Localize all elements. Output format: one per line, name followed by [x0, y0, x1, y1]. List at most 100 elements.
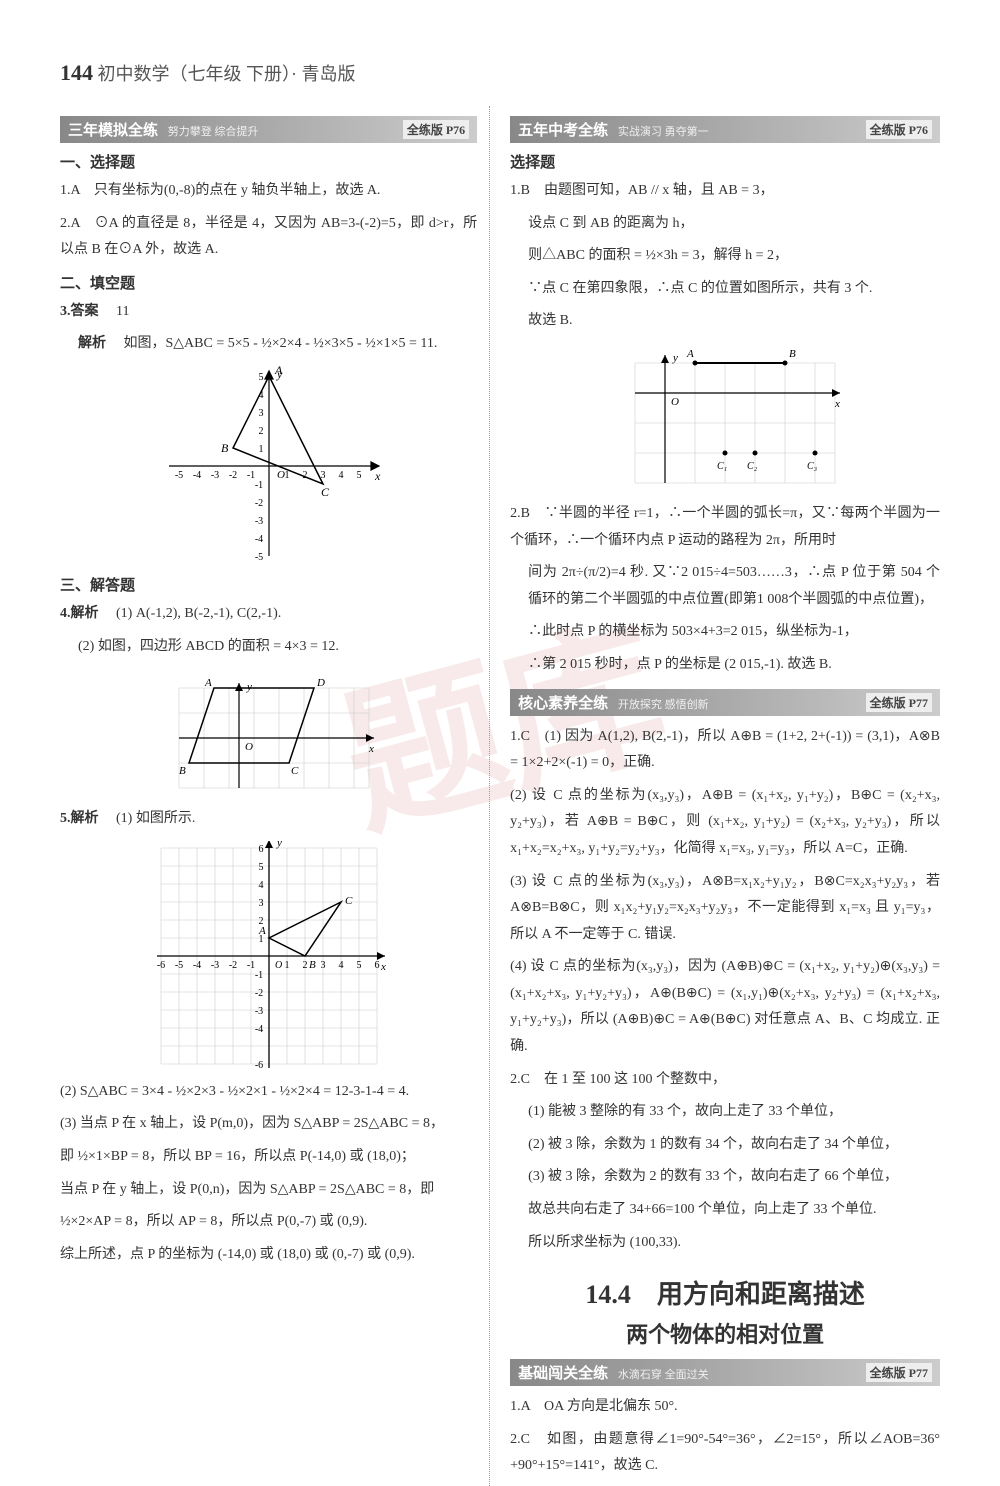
section-title: 三年模拟全练	[68, 123, 158, 139]
graph-triangle-2: -6-5-4-3-2-1 123456 123456 -1-2-3-4-5-6 …	[144, 841, 394, 1071]
page-ref: 全练版 P77	[866, 693, 932, 712]
svg-text:-4: -4	[254, 534, 262, 545]
svg-text:-2: -2	[228, 470, 236, 481]
svg-text:3: 3	[320, 960, 325, 971]
svg-text:-3: -3	[210, 960, 218, 971]
svg-text:-5: -5	[174, 470, 182, 481]
section-bar-basic: 基础闯关全练 水滴石穿 全面过关 全练版 P77	[510, 1359, 940, 1386]
r-q1d: ∵点 C 在第四象限，∴点 C 的位置如图所示，共有 3 个.	[510, 276, 940, 303]
core-1d: (4) 设 C 点的坐标为(x₃,y₃)，因为 (A⊕B)⊕C = (x₁+x₂…	[510, 954, 940, 1060]
answer-2: 2.A ⊙A 的直径是 8，半径是 4，又因为 AB=3-(-2)=5，即 d>…	[60, 211, 477, 264]
svg-text:x: x	[368, 743, 374, 755]
svg-text:-3: -3	[254, 516, 262, 527]
core-2c: (2) 被 3 除，余数为 1 的数有 34 个，故向右走了 34 个单位，	[510, 1132, 940, 1159]
heading-solve: 三、解答题	[60, 574, 477, 595]
core-2a: 2.C 在 1 至 100 这 100 个整数中，	[510, 1067, 940, 1094]
section-bar-core: 核心素养全练 开放探究 感悟创新 全练版 P77	[510, 689, 940, 716]
svg-text:-6: -6	[254, 1060, 262, 1071]
basic-1: 1.A OA 方向是北偏东 50°.	[510, 1394, 940, 1421]
svg-text:C₁: C₁	[717, 461, 727, 472]
svg-text:D: D	[316, 677, 325, 689]
answer-3-label: 3.答案	[60, 304, 99, 319]
svg-text:5: 5	[356, 960, 361, 971]
right-column: 五年中考全练 实战演习 勇夺第一 全练版 P76 选择题 1.B 由题图可知，A…	[510, 106, 940, 1486]
svg-text:B: B	[309, 959, 316, 971]
heading-choice: 一、选择题	[60, 151, 477, 172]
answer-5-3a: (3) 当点 P 在 x 轴上，设 P(m,0)，因为 S△ABP = 2S△A…	[60, 1111, 477, 1138]
svg-text:O: O	[245, 741, 253, 753]
page-ref: 全练版 P76	[866, 120, 932, 139]
book-title: 初中数学（七年级 下册）· 青岛版	[98, 64, 356, 84]
svg-text:4: 4	[338, 470, 343, 481]
svg-text:-2: -2	[254, 988, 262, 999]
page-number: 144	[60, 60, 93, 85]
svg-text:-4: -4	[192, 470, 200, 481]
answer-5-3c: 当点 P 在 y 轴上，设 P(0,n)，因为 S△ABP = 2S△ABC =…	[60, 1177, 477, 1204]
answer-5-1: (1) 如图所示.	[116, 811, 195, 826]
left-column: 三年模拟全练 努力攀登 综合提升 全练版 P76 一、选择题 1.A 只有坐标为…	[60, 106, 490, 1486]
basic-2: 2.C 如图，由题意得∠1=90°-54°=36°，∠2=15°，所以∠AOB=…	[510, 1427, 940, 1480]
svg-text:-1: -1	[254, 970, 262, 981]
page-header: 144 初中数学（七年级 下册）· 青岛版	[60, 60, 940, 86]
svg-text:A: A	[204, 677, 212, 689]
svg-text:y: y	[246, 681, 252, 693]
page-ref: 全练版 P76	[403, 120, 469, 139]
answer-3-value: 11	[116, 304, 129, 319]
r-q2d: ∴第 2 015 秒时，点 P 的坐标是 (2 015,-1). 故选 B.	[510, 652, 940, 679]
svg-text:4: 4	[338, 960, 343, 971]
r-q2a: 2.B ∵半圆的半径 r=1，∴一个半圆的弧长=π，又∵每两个半圆为一个循环，∴…	[510, 501, 940, 554]
section-subtitle: 努力攀登 综合提升	[168, 126, 259, 138]
svg-text:B: B	[221, 441, 229, 455]
r-q1b: 设点 C 到 AB 的距离为 h，	[510, 211, 940, 238]
section-subtitle: 水滴石穿 全面过关	[618, 1369, 709, 1381]
expl-label: 解析	[78, 336, 106, 351]
section-subtitle: 开放探究 感悟创新	[618, 699, 709, 711]
svg-text:O: O	[277, 469, 285, 481]
svg-text:6: 6	[374, 960, 379, 971]
svg-text:C: C	[321, 485, 330, 499]
answer-1: 1.A 只有坐标为(0,-8)的点在 y 轴负半轴上，故选 A.	[60, 178, 477, 205]
svg-text:1: 1	[258, 444, 263, 455]
svg-text:-4: -4	[254, 1024, 262, 1035]
page-ref: 全练版 P77	[866, 1363, 932, 1382]
svg-text:3: 3	[258, 898, 263, 909]
answer-5-3b: 即 ½×1×BP = 8，所以 BP = 16，所以点 P(-14,0) 或 (…	[60, 1144, 477, 1171]
svg-text:5: 5	[356, 470, 361, 481]
chapter-subtitle: 两个物体的相对位置	[510, 1317, 940, 1349]
svg-text:y: y	[276, 841, 282, 849]
svg-text:O: O	[671, 396, 679, 408]
section-title: 核心素养全练	[518, 696, 608, 712]
r-q2b: 间为 2π÷(π/2)=4 秒. 又∵2 015÷4=503……3，∴点 P 位…	[510, 560, 940, 613]
svg-text:-5: -5	[174, 960, 182, 971]
answer-5-label: 5.解析	[60, 811, 99, 826]
core-2b: (1) 能被 3 整除的有 33 个，故向上走了 33 个单位，	[510, 1099, 940, 1126]
svg-text:5: 5	[258, 372, 263, 383]
svg-text:1: 1	[284, 960, 289, 971]
svg-text:C₂: C₂	[747, 461, 758, 472]
svg-text:-3: -3	[254, 1006, 262, 1017]
r-q1e: 故选 B.	[510, 308, 940, 335]
svg-text:-2: -2	[228, 960, 236, 971]
section-bar-5year: 五年中考全练 实战演习 勇夺第一 全练版 P76	[510, 116, 940, 143]
graph-quad: xy AD BC O	[159, 668, 379, 798]
graph-triangle-1: x y -5-4-3-2-1 12345 12345 -1-2-3-4-5 A …	[149, 366, 389, 566]
core-1a: 1.C (1) 因为 A(1,2), B(2,-1)，所以 A⊕B = (1+2…	[510, 724, 940, 777]
answer-4-2: (2) 如图，四边形 ABCD 的面积 = 4×3 = 12.	[60, 634, 477, 661]
svg-text:C₃: C₃	[807, 461, 818, 472]
svg-text:x: x	[374, 469, 381, 483]
svg-text:2: 2	[302, 960, 307, 971]
section-title: 基础闯关全练	[518, 1366, 608, 1382]
section-bar-3year: 三年模拟全练 努力攀登 综合提升 全练版 P76	[60, 116, 477, 143]
core-1c: (3) 设 C 点的坐标为(x₃,y₃)，A⊗B=x₁x₂+y₁y₂，B⊗C=x…	[510, 869, 940, 949]
svg-text:C: C	[291, 765, 299, 777]
svg-text:5: 5	[258, 862, 263, 873]
svg-text:-5: -5	[254, 552, 262, 563]
answer-3: 3.答案 11	[60, 299, 477, 326]
core-2e: 故总共向右走了 34+66=100 个单位，向上走了 33 个单位.	[510, 1197, 940, 1224]
svg-text:-3: -3	[210, 470, 218, 481]
svg-text:-4: -4	[192, 960, 200, 971]
svg-text:-6: -6	[156, 960, 164, 971]
svg-text:6: 6	[258, 844, 263, 855]
svg-text:3: 3	[258, 408, 263, 419]
svg-text:1: 1	[284, 470, 289, 481]
